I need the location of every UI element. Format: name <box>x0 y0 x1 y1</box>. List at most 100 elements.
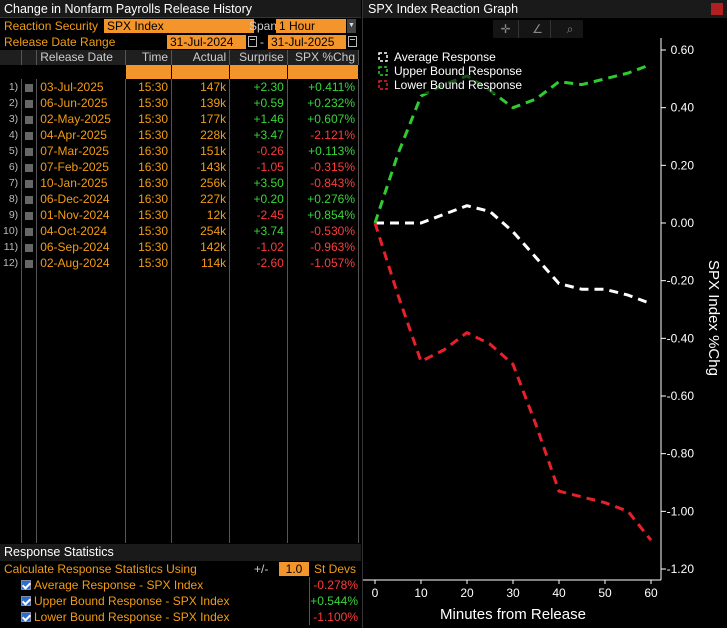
chevron-down-icon[interactable]: ▼ <box>347 19 356 33</box>
restore-window-icon[interactable] <box>711 3 723 15</box>
actual-cell: 254k <box>171 223 231 239</box>
filter-blank <box>0 65 23 79</box>
y-tick-label: 0.00 <box>671 216 695 230</box>
row-checkbox[interactable] <box>21 127 38 143</box>
x-tick-label: 20 <box>460 586 474 600</box>
table-row[interactable]: 2) 06-Jun-2025 15:30 139k +0.59 +0.232% <box>0 95 360 111</box>
date-from-field[interactable]: 31-Jul-2024 <box>167 35 246 49</box>
row-checkbox[interactable] <box>21 95 38 111</box>
row-checkbox[interactable] <box>21 239 38 255</box>
row-index: 12) <box>0 255 23 271</box>
empty-cell <box>229 367 288 383</box>
col-check <box>21 50 38 65</box>
row-checkbox[interactable] <box>21 191 38 207</box>
stats-checkbox[interactable] <box>21 580 31 590</box>
empty-cell <box>171 351 231 367</box>
row-select-square[interactable] <box>25 227 34 236</box>
spx-chg-cell: +0.276% <box>287 191 360 207</box>
empty-cell <box>21 303 38 319</box>
empty-cell <box>125 271 173 287</box>
empty-cell <box>125 463 173 479</box>
row-index: 5) <box>0 143 23 159</box>
col-spx-chg[interactable]: SPX %Chg <box>287 50 360 65</box>
row-select-square[interactable] <box>25 243 34 252</box>
row-select-square[interactable] <box>25 163 34 172</box>
table-row[interactable]: 12) 02-Aug-2024 15:30 114k -2.60 -1.057% <box>0 255 360 271</box>
table-row[interactable]: 8) 06-Dec-2024 16:30 227k +0.20 +0.276% <box>0 191 360 207</box>
col-release-date[interactable]: Release Date <box>36 50 126 65</box>
empty-cell <box>287 415 360 431</box>
stats-checkbox[interactable] <box>21 612 31 622</box>
table-row[interactable]: 9) 01-Nov-2024 15:30 12k -2.45 +0.854% <box>0 207 360 223</box>
zoom-icon[interactable]: ⌕ <box>566 22 574 36</box>
empty-cell <box>0 399 23 415</box>
reaction-security-field[interactable]: SPX Index <box>104 19 254 33</box>
filter-spx-chg[interactable] <box>287 65 360 79</box>
calendar-icon[interactable] <box>348 36 357 47</box>
col-time[interactable]: Time <box>125 50 173 65</box>
empty-cell <box>36 479 126 495</box>
row-select-square[interactable] <box>25 179 34 188</box>
series-line-lower-bound-response[interactable] <box>373 222 653 542</box>
crosshair-icon[interactable]: ✛ <box>493 20 519 38</box>
empty-row <box>0 271 360 287</box>
empty-cell <box>171 367 231 383</box>
row-checkbox[interactable] <box>21 111 38 127</box>
row-select-square[interactable] <box>25 99 34 108</box>
stat-value: -1.100% <box>313 610 358 624</box>
row-select-square[interactable] <box>25 115 34 124</box>
row-select-square[interactable] <box>25 83 34 92</box>
series-line-upper-bound-response[interactable] <box>373 62 652 224</box>
surprise-cell: +3.47 <box>229 127 288 143</box>
span-select[interactable]: 1 Hour <box>276 19 346 33</box>
table-row[interactable]: 5) 07-Mar-2025 16:30 151k -0.26 +0.113% <box>0 143 360 159</box>
row-select-square[interactable] <box>25 211 34 220</box>
row-checkbox[interactable] <box>21 159 38 175</box>
release-date-cell: 02-Aug-2024 <box>36 255 126 271</box>
row-select-square[interactable] <box>25 259 34 268</box>
row-checkbox[interactable] <box>21 79 38 95</box>
row-select-square[interactable] <box>25 147 34 156</box>
filter-actual[interactable] <box>171 65 231 79</box>
empty-row <box>0 399 360 415</box>
col-actual[interactable]: Actual <box>171 50 231 65</box>
empty-cell <box>36 367 126 383</box>
table-row[interactable]: 3) 02-May-2025 15:30 177k +1.46 +0.607% <box>0 111 360 127</box>
empty-cell <box>36 287 126 303</box>
row-checkbox[interactable] <box>21 175 38 191</box>
table-row[interactable]: 4) 04-Apr-2025 15:30 228k +3.47 -2.121% <box>0 127 360 143</box>
table-row[interactable]: 1) 03-Jul-2025 15:30 147k +2.30 +0.411% <box>0 79 360 95</box>
row-select-square[interactable] <box>25 195 34 204</box>
empty-cell <box>229 431 288 447</box>
col-surprise[interactable]: Surprise <box>229 50 288 65</box>
empty-cell <box>229 303 288 319</box>
row-select-square[interactable] <box>25 131 34 140</box>
empty-cell <box>125 447 173 463</box>
stats-checkbox[interactable] <box>21 596 31 606</box>
row-checkbox[interactable] <box>21 255 38 271</box>
row-checkbox[interactable] <box>21 143 38 159</box>
row-checkbox[interactable] <box>21 223 38 239</box>
empty-cell <box>171 399 231 415</box>
empty-cell <box>21 447 38 463</box>
filter-time[interactable] <box>125 65 173 79</box>
table-row[interactable]: 6) 07-Feb-2025 16:30 143k -1.05 -0.315% <box>0 159 360 175</box>
calendar-icon[interactable] <box>248 36 257 47</box>
stdev-input[interactable]: 1.0 <box>279 562 309 576</box>
legend-swatch <box>378 80 388 90</box>
line-draw-icon[interactable]: ∠ <box>525 20 551 38</box>
stats-row: Upper Bound Response - SPX Index +0.544% <box>0 593 361 609</box>
empty-row <box>0 527 360 543</box>
table-row[interactable]: 11) 06-Sep-2024 15:30 142k -1.02 -0.963% <box>0 239 360 255</box>
table-row[interactable]: 10) 04-Oct-2024 15:30 254k +3.74 -0.530% <box>0 223 360 239</box>
table-row[interactable]: 7) 10-Jan-2025 16:30 256k +3.50 -0.843% <box>0 175 360 191</box>
filter-surprise[interactable] <box>229 65 288 79</box>
reaction-chart[interactable]: 0.60 0.40 0.20 0.00 -0.20 -0.40 -0.60 -0.80 -1.0… <box>363 0 727 628</box>
empty-cell <box>287 479 360 495</box>
series-line-average-response[interactable] <box>375 204 652 306</box>
empty-cell <box>287 303 360 319</box>
surprise-cell: +3.50 <box>229 175 288 191</box>
empty-cell <box>21 431 38 447</box>
date-to-field[interactable]: 31-Jul-2025 <box>268 35 346 49</box>
row-checkbox[interactable] <box>21 207 38 223</box>
